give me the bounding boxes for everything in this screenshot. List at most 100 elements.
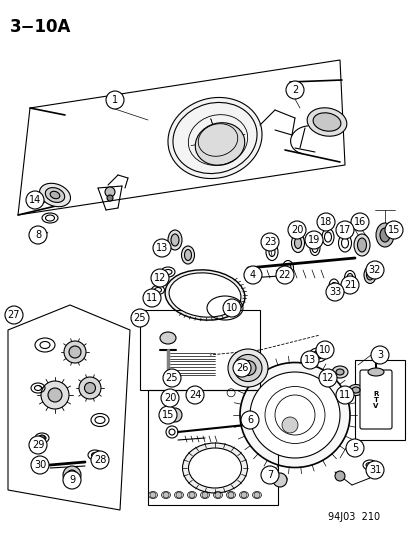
Circle shape (300, 351, 318, 369)
Circle shape (335, 386, 353, 404)
Text: 17: 17 (338, 225, 350, 235)
Ellipse shape (240, 362, 349, 467)
Circle shape (243, 266, 261, 284)
Circle shape (29, 436, 47, 454)
Text: 31: 31 (368, 465, 380, 475)
Ellipse shape (291, 233, 304, 253)
Text: 3: 3 (376, 350, 382, 360)
Circle shape (287, 221, 305, 239)
Ellipse shape (45, 188, 64, 203)
Circle shape (335, 221, 353, 239)
Circle shape (223, 299, 240, 317)
Ellipse shape (168, 230, 182, 250)
Text: 18: 18 (319, 217, 331, 227)
Circle shape (107, 195, 113, 201)
Text: 5: 5 (351, 443, 357, 453)
Circle shape (315, 341, 333, 359)
Circle shape (105, 187, 115, 197)
Text: 12: 12 (154, 273, 166, 283)
Ellipse shape (169, 273, 240, 317)
Circle shape (318, 369, 336, 387)
Text: 26: 26 (235, 363, 247, 373)
Text: 11: 11 (338, 390, 350, 400)
Text: 30: 30 (34, 460, 46, 470)
FancyBboxPatch shape (359, 370, 391, 429)
Circle shape (142, 289, 161, 307)
Text: 27: 27 (8, 310, 20, 320)
Circle shape (350, 213, 368, 231)
Ellipse shape (348, 384, 363, 395)
Ellipse shape (249, 372, 339, 458)
Circle shape (340, 276, 358, 294)
Ellipse shape (165, 270, 244, 320)
Text: R
T
V: R T V (373, 391, 378, 409)
Circle shape (163, 369, 180, 387)
Text: 9: 9 (69, 475, 75, 485)
Text: 10: 10 (225, 303, 237, 313)
Ellipse shape (181, 246, 194, 264)
Circle shape (63, 471, 81, 489)
Ellipse shape (50, 191, 60, 199)
Circle shape (316, 213, 334, 231)
Text: 15: 15 (387, 225, 399, 235)
Circle shape (240, 492, 247, 498)
Circle shape (275, 266, 293, 284)
Ellipse shape (168, 98, 261, 179)
Text: 22: 22 (278, 270, 291, 280)
Text: 33: 33 (328, 287, 340, 297)
Ellipse shape (195, 123, 244, 165)
Circle shape (202, 492, 207, 498)
Text: 1: 1 (112, 95, 118, 105)
Circle shape (176, 492, 182, 498)
Text: 20: 20 (290, 225, 302, 235)
Ellipse shape (379, 228, 389, 242)
Circle shape (150, 492, 156, 498)
Ellipse shape (188, 448, 241, 488)
Ellipse shape (351, 387, 359, 393)
Circle shape (334, 471, 344, 481)
Text: 28: 28 (94, 455, 106, 465)
Ellipse shape (335, 369, 343, 375)
Circle shape (163, 492, 169, 498)
Ellipse shape (159, 332, 176, 344)
Circle shape (214, 492, 221, 498)
Circle shape (384, 221, 402, 239)
Ellipse shape (294, 238, 301, 248)
Circle shape (240, 411, 259, 429)
Circle shape (345, 439, 363, 457)
Circle shape (168, 408, 182, 422)
Circle shape (189, 492, 195, 498)
Circle shape (285, 81, 303, 99)
Circle shape (131, 309, 149, 327)
Circle shape (304, 231, 322, 249)
Text: 15: 15 (161, 410, 174, 420)
Circle shape (29, 226, 47, 244)
Text: 23: 23 (263, 237, 275, 247)
Ellipse shape (240, 360, 255, 376)
Text: 16: 16 (353, 217, 365, 227)
Ellipse shape (64, 341, 86, 363)
Bar (140, 310, 259, 390)
Circle shape (91, 451, 109, 469)
Circle shape (161, 389, 178, 407)
Text: 21: 21 (343, 280, 355, 290)
Text: 13: 13 (156, 243, 168, 253)
Ellipse shape (306, 108, 346, 136)
Circle shape (26, 191, 44, 209)
Ellipse shape (366, 270, 373, 280)
Text: 19: 19 (307, 235, 319, 245)
Ellipse shape (41, 381, 69, 409)
Ellipse shape (367, 368, 383, 376)
Circle shape (151, 269, 169, 287)
Text: 4: 4 (249, 270, 256, 280)
Text: 25: 25 (165, 373, 178, 383)
Circle shape (67, 470, 77, 480)
Circle shape (260, 233, 278, 251)
Ellipse shape (84, 383, 95, 393)
Text: 8: 8 (35, 230, 41, 240)
Text: 2: 2 (291, 85, 297, 95)
Ellipse shape (79, 377, 101, 399)
Circle shape (365, 461, 383, 479)
Text: 25: 25 (133, 313, 146, 323)
Ellipse shape (353, 234, 369, 256)
